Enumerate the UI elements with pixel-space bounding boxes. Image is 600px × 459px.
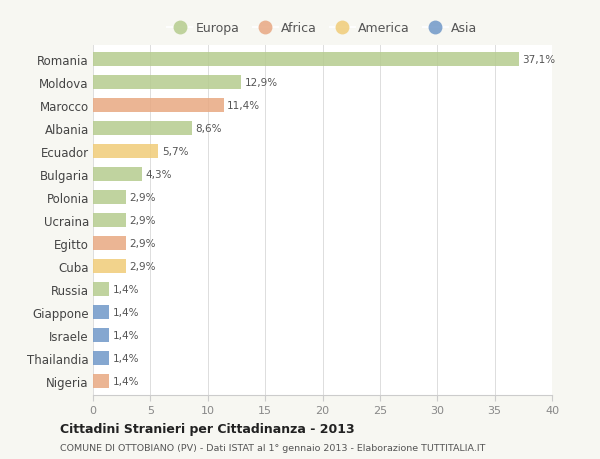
Bar — [93, 76, 241, 90]
Text: 2,9%: 2,9% — [130, 215, 156, 225]
Text: 5,7%: 5,7% — [162, 146, 188, 157]
Text: 1,4%: 1,4% — [113, 330, 139, 340]
Text: 1,4%: 1,4% — [113, 376, 139, 386]
Text: 1,4%: 1,4% — [113, 284, 139, 294]
Bar — [93, 168, 142, 181]
Text: 8,6%: 8,6% — [195, 123, 221, 134]
Bar — [93, 374, 109, 388]
Text: 12,9%: 12,9% — [244, 78, 278, 88]
Text: 2,9%: 2,9% — [130, 238, 156, 248]
Bar — [93, 213, 126, 227]
Text: 4,3%: 4,3% — [146, 169, 172, 179]
Bar — [93, 236, 126, 250]
Text: 1,4%: 1,4% — [113, 307, 139, 317]
Text: 2,9%: 2,9% — [130, 261, 156, 271]
Bar — [93, 145, 158, 158]
Bar — [93, 305, 109, 319]
Bar — [93, 122, 191, 135]
Text: 1,4%: 1,4% — [113, 353, 139, 363]
Text: 11,4%: 11,4% — [227, 101, 260, 111]
Text: Cittadini Stranieri per Cittadinanza - 2013: Cittadini Stranieri per Cittadinanza - 2… — [60, 422, 355, 436]
Bar — [93, 99, 224, 112]
Bar — [93, 190, 126, 204]
Bar — [93, 259, 126, 273]
Text: 37,1%: 37,1% — [522, 55, 555, 65]
Bar — [93, 351, 109, 365]
Bar — [93, 328, 109, 342]
Text: COMUNE DI OTTOBIANO (PV) - Dati ISTAT al 1° gennaio 2013 - Elaborazione TUTTITAL: COMUNE DI OTTOBIANO (PV) - Dati ISTAT al… — [60, 443, 485, 452]
Legend: Europa, Africa, America, Asia: Europa, Africa, America, Asia — [163, 17, 482, 40]
Text: 2,9%: 2,9% — [130, 192, 156, 202]
Bar — [93, 282, 109, 296]
Bar — [93, 53, 519, 67]
